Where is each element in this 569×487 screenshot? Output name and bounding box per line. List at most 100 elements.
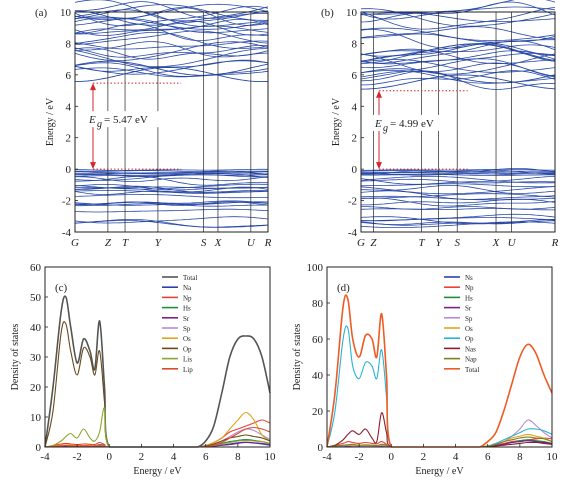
panel-label: (d): [337, 282, 350, 294]
y-tick-label: 8: [352, 38, 358, 50]
conduction-band: [74, 41, 269, 61]
valence-band: [360, 174, 556, 176]
x-tick-label: 8: [517, 451, 523, 463]
x-tick-label: 2: [421, 451, 427, 463]
valence-band: [360, 186, 556, 195]
conduction-band: [75, 67, 269, 83]
x-tick-label: 0: [389, 451, 395, 463]
x-tick-label: 10: [265, 451, 277, 463]
kpoint-label: Z: [370, 237, 377, 249]
band-structure-panel-a: G Z T Y S X U R -4 -2 0 2 4 6 8 10 Energy / eV (a) E g = 5.4…: [35, 0, 272, 249]
panel-label: (b): [321, 7, 334, 19]
y-tick-label: 10: [30, 412, 42, 424]
kpoint-label: T: [122, 237, 129, 249]
gap-label-symbol: E: [374, 118, 382, 130]
kpoint-label: U: [247, 237, 256, 249]
valence-band: [361, 193, 556, 199]
band-lines: [360, 0, 556, 228]
x-tick-label: -2: [355, 451, 364, 463]
y-tick-label: 20: [312, 406, 324, 418]
conduction-band: [74, 4, 269, 21]
legend-label: Sr: [465, 305, 472, 313]
y-tick-label: -2: [348, 196, 357, 208]
conduction-band: [74, 25, 269, 35]
legend-label: Total: [465, 366, 479, 374]
conduction-band: [360, 50, 556, 69]
y-axis-label: Density of states: [292, 324, 303, 391]
valence-band: [75, 174, 269, 176]
conduction-band: [360, 68, 556, 84]
valence-band: [361, 168, 556, 171]
y-tick-label: -2: [62, 196, 71, 208]
y-tick-label: 30: [30, 352, 42, 364]
valence-band: [360, 197, 556, 207]
valence-band: [360, 176, 556, 184]
gap-label-symbol: E: [88, 114, 96, 126]
valence-band: [74, 208, 269, 213]
conduction-band: [360, 27, 556, 42]
x-tick-label: 4: [171, 451, 177, 463]
conduction-band: [360, 48, 556, 64]
valence-band: [74, 201, 268, 207]
legend-label: Lis: [183, 356, 192, 364]
conduction-band: [74, 3, 269, 21]
x-tick-label: -4: [40, 451, 50, 463]
legend-label: Np: [465, 284, 474, 292]
legend-label: Os: [465, 325, 473, 333]
kpoint-label: X: [492, 237, 501, 249]
legend-label: Sr: [183, 315, 190, 323]
gap-label-subscript: g: [97, 119, 102, 130]
conduction-band: [74, 10, 269, 26]
x-tick-label: 8: [235, 451, 241, 463]
y-tick-label: -4: [348, 227, 358, 239]
plot-frame: [74, 11, 269, 233]
conduction-band: [360, 1, 556, 23]
valence-band: [74, 219, 269, 228]
kpoint-label: S: [201, 237, 207, 249]
legend-label: Nas: [465, 345, 476, 353]
conduction-band: [360, 12, 556, 22]
kpoint-label: T: [418, 237, 425, 249]
conduction-band: [74, 41, 269, 58]
valence-band: [75, 172, 269, 175]
conduction-band: [74, 40, 269, 50]
legend-label: Np: [183, 294, 192, 302]
valence-band: [360, 213, 556, 222]
panel-label: (c): [55, 282, 68, 294]
conduction-band: [74, 48, 268, 68]
conduction-band: [74, 18, 269, 34]
band-structure-panel-b: G Z T Y S X U R -4 -2 0 2 4 6 8 10 Energy / eV (b) E g = 4.9…: [321, 0, 559, 249]
gap-arrowhead-up: [90, 83, 96, 91]
series-line-op: [326, 325, 553, 448]
legend-label: Lip: [183, 366, 193, 374]
y-tick-label: 4: [66, 101, 72, 113]
legend-label: Op: [465, 335, 474, 343]
valence-band: [360, 190, 556, 200]
y-tick-label: 6: [66, 70, 72, 82]
valence-band: [75, 185, 268, 193]
y-tick-label: 0: [36, 442, 42, 454]
conduction-band: [360, 74, 556, 90]
valence-band: [74, 168, 268, 171]
kpoint-label: Y: [155, 237, 163, 249]
band-lines: [74, 0, 269, 228]
gap-label-value: = 5.47 eV: [104, 114, 148, 126]
y-tick-label: 100: [307, 262, 324, 274]
y-axis-label: Energy / eV: [331, 97, 342, 146]
gap-arrowhead-down: [376, 162, 382, 170]
kpoint-label: G: [357, 237, 365, 249]
conduction-band: [74, 5, 269, 27]
y-tick-label: 2: [66, 133, 72, 145]
legend-label: Hs: [465, 294, 473, 302]
panel-label: (a): [35, 7, 48, 19]
y-tick-label: 2: [352, 133, 358, 145]
valence-band: [360, 172, 555, 175]
kpoint-label: Y: [436, 237, 444, 249]
kpoint-label: Z: [105, 237, 112, 249]
valence-band: [360, 178, 555, 184]
y-tick-label: 6: [352, 70, 358, 82]
y-tick-label: 4: [352, 101, 358, 113]
series-line-lis: [44, 407, 271, 448]
conduction-band: [74, 67, 269, 78]
